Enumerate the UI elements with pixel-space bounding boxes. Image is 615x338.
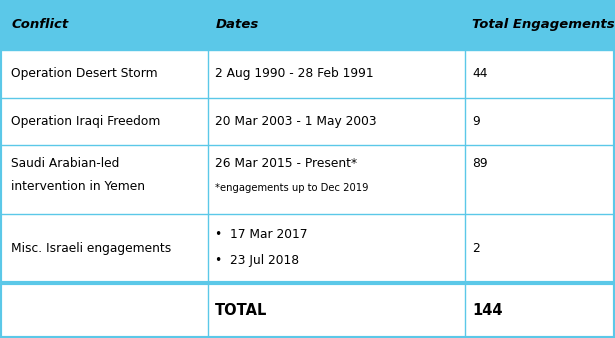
Text: intervention in Yemen: intervention in Yemen: [11, 180, 145, 193]
Text: 144: 144: [472, 303, 503, 318]
Text: Saudi Arabian-led: Saudi Arabian-led: [11, 158, 119, 170]
Text: 89: 89: [472, 158, 488, 170]
Text: *engagements up to Dec 2019: *engagements up to Dec 2019: [215, 183, 369, 193]
Text: 2 Aug 1990 - 28 Feb 1991: 2 Aug 1990 - 28 Feb 1991: [215, 67, 374, 80]
Text: Misc. Israeli engagements: Misc. Israeli engagements: [11, 242, 172, 255]
Text: 44: 44: [472, 67, 488, 80]
Text: Dates: Dates: [215, 19, 258, 31]
Text: 9: 9: [472, 115, 480, 128]
Text: Conflict: Conflict: [11, 19, 68, 31]
Text: •  23 Jul 2018: • 23 Jul 2018: [215, 254, 300, 267]
Text: 20 Mar 2003 - 1 May 2003: 20 Mar 2003 - 1 May 2003: [215, 115, 377, 128]
Text: 26 Mar 2015 - Present*: 26 Mar 2015 - Present*: [215, 158, 357, 170]
Text: TOTAL: TOTAL: [215, 303, 268, 318]
Text: Operation Desert Storm: Operation Desert Storm: [11, 67, 157, 80]
Text: Operation Iraqi Freedom: Operation Iraqi Freedom: [11, 115, 161, 128]
Bar: [0, 0, 615, 50]
Text: 2: 2: [472, 242, 480, 255]
Text: Total Engagements: Total Engagements: [472, 19, 615, 31]
Text: •  17 Mar 2017: • 17 Mar 2017: [215, 228, 308, 241]
